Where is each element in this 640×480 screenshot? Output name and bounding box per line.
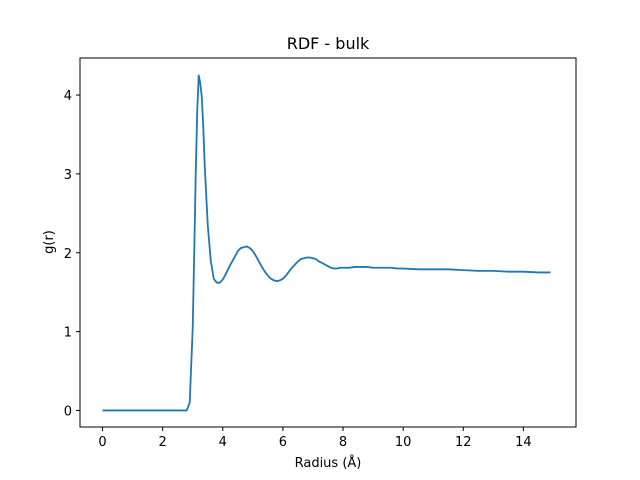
- rdf-series-line: [102, 74, 551, 412]
- y-axis-ticks: 0 1 2 3 4: [64, 89, 80, 419]
- x-tick-label: 14: [515, 435, 532, 450]
- y-tick-label: 4: [64, 89, 72, 104]
- x-tick-label: 12: [455, 435, 472, 450]
- x-tick-label: 10: [395, 435, 412, 450]
- x-tick-label: 8: [339, 435, 347, 450]
- chart-title: RDF - bulk: [287, 34, 370, 53]
- x-axis-label: Radius (Å): [295, 455, 362, 471]
- y-axis-label: g(r): [42, 230, 57, 254]
- x-tick-label: 6: [279, 435, 287, 450]
- x-axis-ticks: 0 2 4 6 8 10 12 14: [98, 427, 532, 450]
- x-tick-label: 0: [98, 435, 106, 450]
- y-tick-label: 0: [64, 404, 72, 419]
- y-tick-label: 3: [64, 168, 72, 183]
- plot-frame: [79, 57, 577, 428]
- x-tick-label: 2: [159, 435, 167, 450]
- x-tick-label: 4: [219, 435, 227, 450]
- y-tick-label: 1: [64, 326, 72, 341]
- y-tick-label: 2: [64, 247, 72, 262]
